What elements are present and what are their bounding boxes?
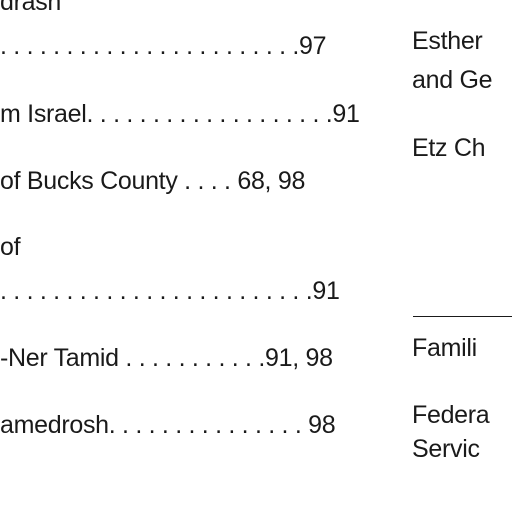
index-entry-text: . . . . . . . . . . . . . . . . . . . . … [0,32,327,60]
index-entry-text: of Bucks County . . . . 68, 98 [0,167,306,195]
index-entry-text: . . . . . . . . . . . . . . . . . . . . … [0,277,340,305]
index-entry-text: drash [0,0,62,16]
index-entry-text: -Ner Tamid . . . . . . . . . . .91, 98 [0,344,333,372]
index-entry-text: Esther [412,27,483,55]
index-entry-text: of [0,233,21,261]
index-entry-text: amedrosh. . . . . . . . . . . . . . . 98 [0,411,336,439]
index-entry-text: Famili [412,334,477,362]
index-entry-text: Etz Ch [412,134,486,162]
index-entry-text: Federa [412,401,490,429]
index-entry-text: m Israel. . . . . . . . . . . . . . . . … [0,100,360,128]
index-entry-text: and Ge [412,66,493,94]
index-entry-text: Servic [412,435,480,463]
section-divider [413,316,512,317]
